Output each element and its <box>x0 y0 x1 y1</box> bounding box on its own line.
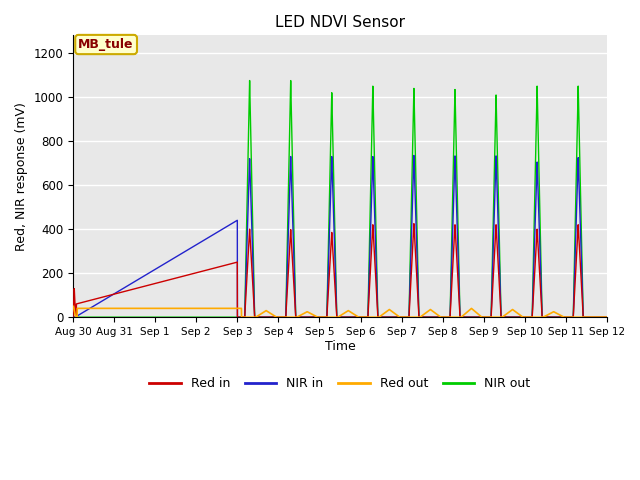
Y-axis label: Red, NIR response (mV): Red, NIR response (mV) <box>15 102 28 251</box>
X-axis label: Time: Time <box>324 340 355 353</box>
Title: LED NDVI Sensor: LED NDVI Sensor <box>275 15 405 30</box>
Text: MB_tule: MB_tule <box>78 38 134 51</box>
Legend: Red in, NIR in, Red out, NIR out: Red in, NIR in, Red out, NIR out <box>145 372 536 396</box>
